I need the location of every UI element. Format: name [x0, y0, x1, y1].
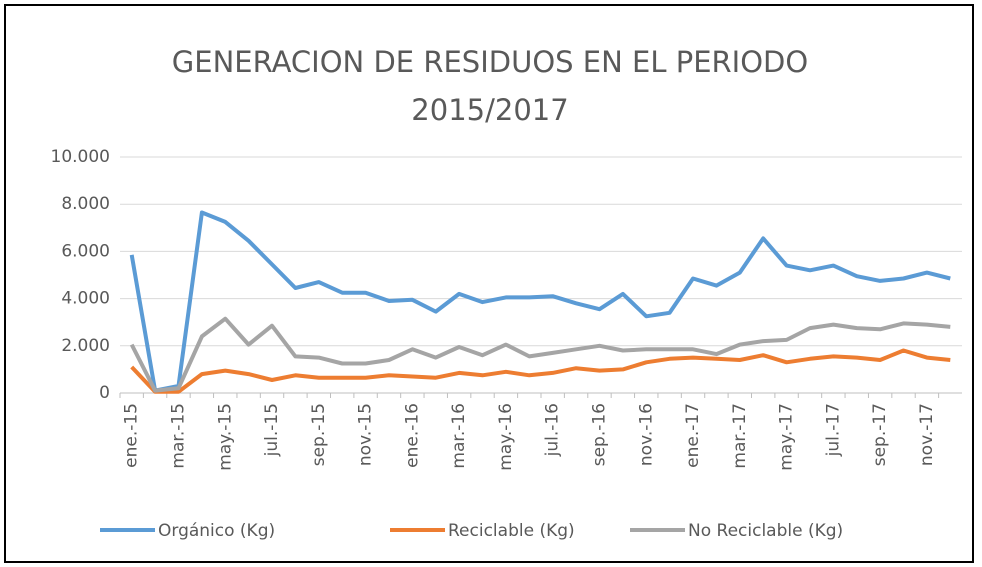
x-tick-label: nov.-17 [917, 403, 937, 466]
x-tick-label: mar.-17 [730, 403, 750, 469]
series-line [130, 348, 951, 394]
legend-label: Reciclable (Kg) [448, 521, 575, 541]
y-tick-label: 10.000 [51, 147, 110, 167]
x-tick-label: jul.-17 [823, 403, 843, 457]
x-tick-label: ene.-15 [122, 403, 142, 468]
y-tick-label: 6.000 [61, 241, 110, 261]
x-tick-label: ene.-16 [402, 403, 422, 468]
x-tick-label: ene.-17 [683, 403, 703, 468]
x-tick-label: sep.-17 [870, 403, 890, 466]
series-line [129, 316, 951, 393]
y-tick-label: 2.000 [61, 336, 110, 356]
chart-frame [4, 4, 974, 563]
x-tick-label: sep.-16 [589, 403, 609, 466]
x-tick-label: sep.-15 [309, 403, 329, 466]
chart-title: GENERACION DE RESIDUOS EN EL PERIODO 201… [171, 45, 809, 127]
x-tick-label: jul.-15 [262, 403, 282, 457]
y-tick-label: 8.000 [61, 194, 110, 214]
x-tick-label: jul.-16 [543, 403, 563, 457]
x-tick-label: nov.-15 [356, 403, 376, 466]
y-tick-label: 0 [99, 383, 110, 403]
x-tick-label: may.-15 [215, 403, 235, 471]
series-line [129, 210, 951, 393]
x-tick-label: nov.-16 [636, 403, 656, 466]
x-tick-label: may.-17 [777, 403, 797, 471]
legend-label: No Reciclable (Kg) [688, 521, 843, 541]
x-tick-label: may.-16 [496, 403, 516, 471]
x-tick-label: mar.-15 [168, 403, 188, 469]
y-tick-label: 4.000 [61, 289, 110, 309]
x-tick-label: mar.-16 [449, 403, 469, 469]
legend-label: Orgánico (Kg) [158, 521, 275, 541]
